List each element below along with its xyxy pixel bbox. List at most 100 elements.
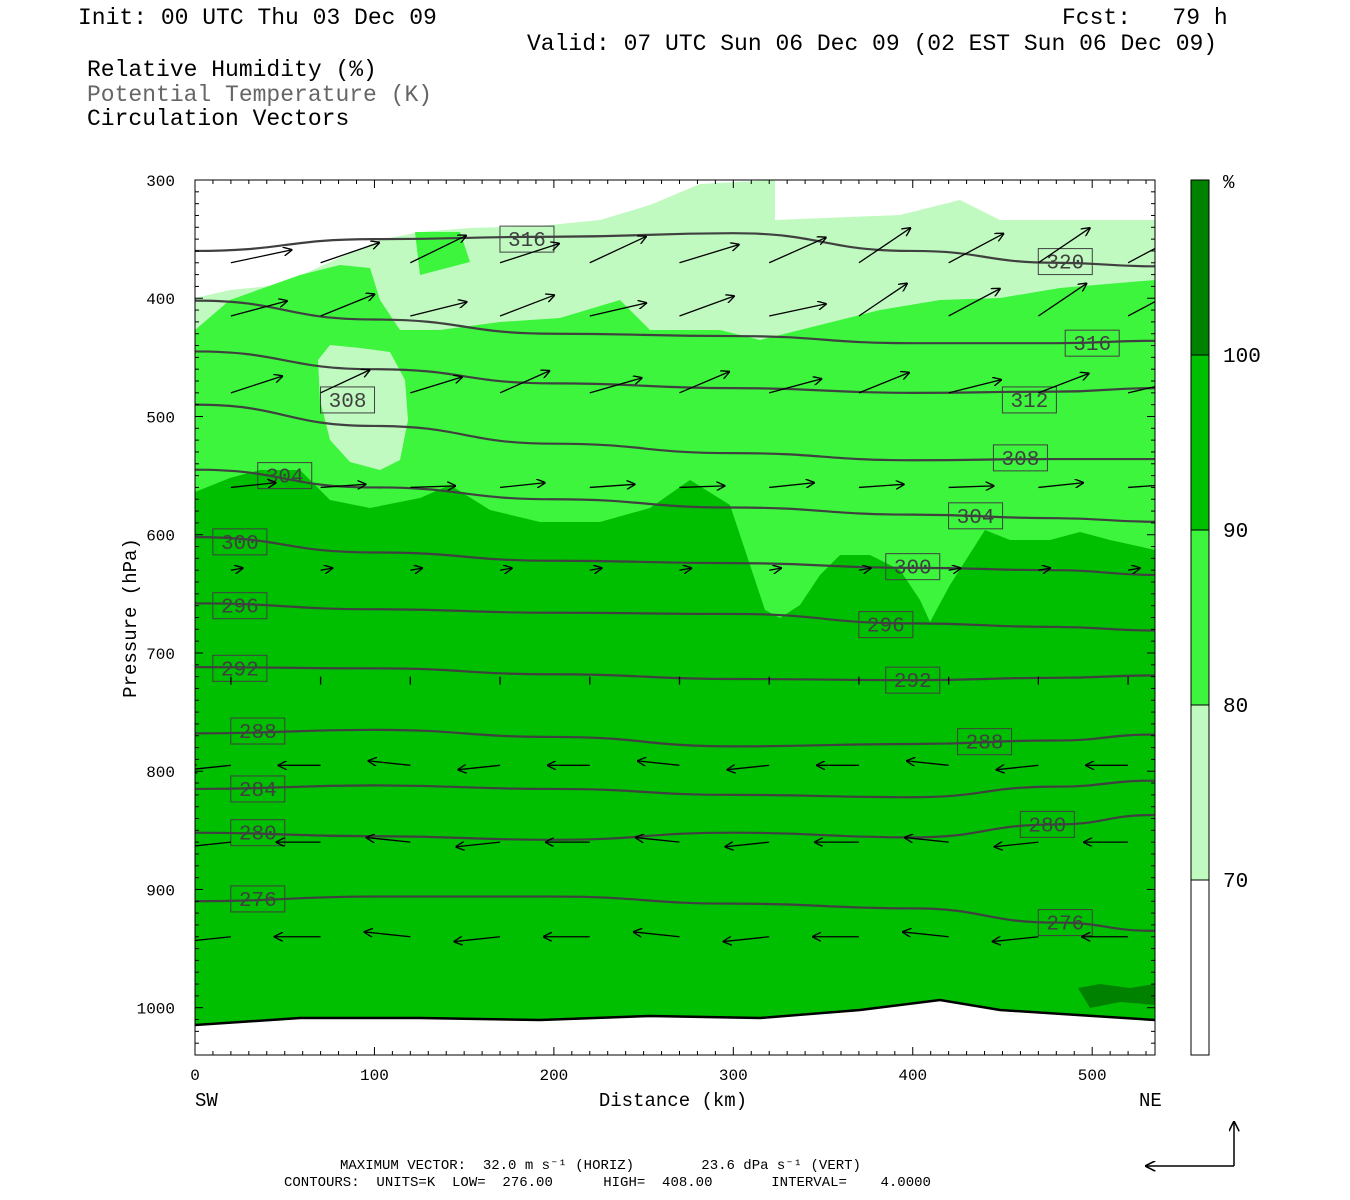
x-tick-label: 400 — [898, 1067, 927, 1085]
vector-arrow — [1038, 284, 1086, 317]
theta-label-box — [212, 528, 268, 556]
vector-arrow — [320, 568, 333, 570]
colorbar-segment — [1190, 529, 1210, 706]
rh-band-90-100 — [195, 470, 1155, 1055]
colorbar-unit: % — [1223, 172, 1235, 194]
vector-arrow — [230, 568, 243, 570]
theta-label: 296 — [867, 616, 905, 639]
vector-arrow — [230, 301, 287, 317]
theta-contour-300 — [195, 535, 1155, 577]
theta-label: 312 — [1010, 391, 1048, 414]
vector-arrow — [769, 568, 781, 570]
vector-arrow — [410, 236, 466, 264]
theta-label-box — [230, 717, 286, 745]
vector-arrow — [769, 483, 814, 488]
y-tick-label: 1000 — [137, 1001, 175, 1019]
theta-label-box — [212, 592, 268, 620]
vector-arrow — [230, 376, 282, 394]
vector-arrow — [454, 936, 501, 942]
x-tick-label: 200 — [539, 1067, 568, 1085]
colorbar-level-label: 100 — [1223, 346, 1261, 369]
theta-label-box — [320, 386, 376, 414]
sw-label: SW — [195, 1090, 218, 1112]
vector-arrow — [589, 303, 647, 317]
vector-arrow — [365, 932, 411, 938]
ne-label: NE — [1139, 1090, 1162, 1112]
theta-label: 276 — [1046, 914, 1084, 937]
vector-arrow — [905, 838, 949, 843]
theta-label: 280 — [239, 824, 277, 847]
vector-arrow — [320, 294, 375, 317]
colorbar-level-label: 80 — [1223, 696, 1248, 719]
y-tick-label: 500 — [146, 409, 175, 427]
colorbar-segment — [1190, 704, 1210, 881]
x-tick-label: 0 — [190, 1067, 200, 1085]
theta-label: 284 — [239, 780, 277, 803]
vector-arrow — [636, 838, 680, 843]
rh-band-over-100 — [1078, 984, 1155, 1008]
theta-label: 304 — [266, 467, 304, 490]
ground-surface — [195, 998, 1155, 1027]
vector-arrow — [858, 568, 871, 570]
axis-ticks: 300 400 500 600 700 800 900 1000 0 100 200 300 400 50… — [137, 173, 1155, 1085]
theta-label: 292 — [894, 671, 932, 694]
theta-contour-316 — [195, 299, 1155, 345]
colorbar-segment — [1190, 354, 1210, 531]
rh-band-80-90-upper — [415, 232, 470, 275]
vector-arrow — [723, 936, 770, 942]
theta-label: 276 — [239, 890, 277, 913]
theta-label: 292 — [221, 659, 259, 682]
vector-arrow — [1038, 483, 1083, 488]
vector-arrow — [858, 373, 909, 394]
theta-label-box — [230, 819, 286, 847]
theta-contour-284 — [195, 779, 1155, 799]
vector-arrow — [320, 484, 366, 487]
below-ground — [195, 1000, 1155, 1055]
vector-arrow — [907, 761, 949, 765]
vector-arrow — [634, 932, 680, 938]
theta-contour-288 — [195, 728, 1155, 748]
vector-arrow — [320, 243, 380, 264]
vector-arrow — [1038, 373, 1088, 394]
x-tick-label: 500 — [1078, 1067, 1107, 1085]
vector-arrow — [410, 568, 422, 570]
theta-contour-276 — [195, 895, 1155, 932]
contours-line: CONTOURS: UNITS=K LOW= 276.00 HIGH= 408.… — [284, 1175, 931, 1191]
vector-arrow — [679, 568, 691, 570]
theta-label-box — [885, 553, 941, 581]
vector-arrow — [1038, 568, 1050, 570]
field-theta-label: Potential Temperature (K) — [87, 82, 433, 108]
x-tick-label: 100 — [360, 1067, 389, 1085]
theta-label-box — [992, 444, 1048, 472]
vector-arrow — [995, 842, 1039, 847]
x-tick-label: 300 — [719, 1067, 748, 1085]
vector-arrow — [638, 761, 680, 765]
theta-label: 280 — [1028, 815, 1066, 838]
vector-arrow — [320, 370, 370, 394]
vector-arrow — [499, 483, 545, 488]
colorbar-level-label: 90 — [1223, 521, 1248, 544]
theta-label: 304 — [957, 507, 995, 530]
theta-label-box — [957, 728, 1013, 756]
vector-arrow — [679, 486, 724, 488]
vector-arrow — [499, 371, 549, 394]
theta-label-box — [257, 462, 313, 490]
colorbar-level-label: 70 — [1223, 871, 1248, 894]
theta-label-box — [230, 885, 286, 913]
vector-arrow — [458, 765, 501, 769]
vector-arrow — [948, 234, 1004, 264]
theta-label-box — [1037, 248, 1093, 276]
y-tick-label: 800 — [146, 764, 175, 782]
vector-arrow — [589, 237, 646, 264]
vector-arrow — [589, 568, 602, 570]
vector-arrow — [499, 568, 512, 570]
vector-arrow — [725, 842, 770, 847]
theta-label: 308 — [329, 391, 367, 414]
vector-arrow — [948, 486, 994, 488]
vector-arrow — [948, 289, 1000, 317]
theta-label: 296 — [221, 597, 259, 620]
max-vector-line: MAXIMUM VECTOR: 32.0 m s⁻¹ (HORIZ) 23.6 … — [340, 1158, 861, 1174]
vector-arrow — [679, 372, 729, 394]
vector-arrow — [948, 568, 961, 570]
